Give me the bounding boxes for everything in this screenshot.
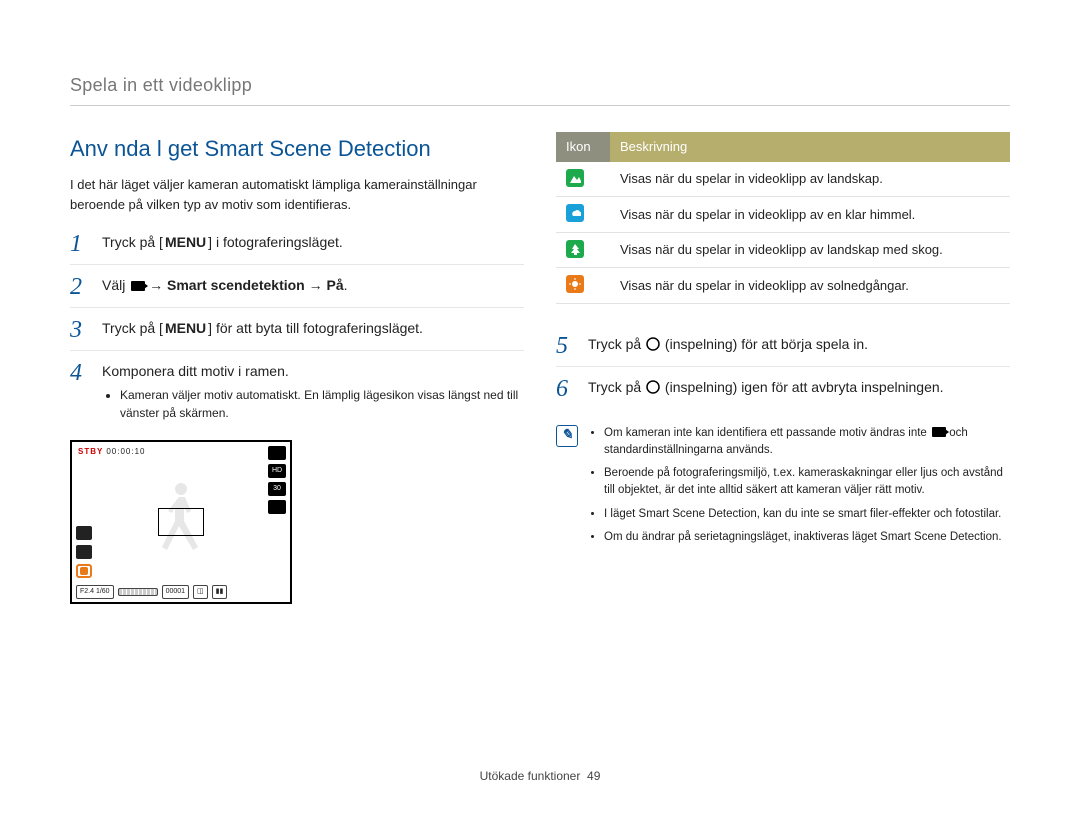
stabilizer-icon xyxy=(76,526,92,540)
intro-text: I det här läget väljer kameran automatis… xyxy=(70,175,524,214)
mic-icon xyxy=(76,545,92,559)
step-body: Komponera ditt motiv i ramen.Kameran väl… xyxy=(102,361,524,422)
page-title: Anv nda l get Smart Scene Detection xyxy=(70,132,524,165)
focus-box xyxy=(158,508,204,536)
step-body: Tryck på [MENU] för att byta till fotogr… xyxy=(102,318,524,339)
step-number: 1 xyxy=(70,232,92,256)
note-item: Om du ändrar på serietagningsläget, inak… xyxy=(604,529,1010,546)
preview-bottom-bar: F2.4 1/60 00001 ◫ ▮▮ xyxy=(76,585,286,600)
video-icon xyxy=(131,281,145,291)
step-body: Välj → Smart scendetektion → På. xyxy=(102,275,524,296)
step-body: Tryck på (inspelning) igen för att avbry… xyxy=(588,377,1010,398)
steps-list-right: 5 Tryck på (inspelning) för att börja sp… xyxy=(556,334,1010,409)
th-desc: Beskrivning xyxy=(610,132,1010,162)
steps-list-left: 1 Tryck på [MENU] i fotograferingsläget.… xyxy=(70,232,524,430)
step-number: 2 xyxy=(70,275,92,299)
scene-cloud-icon xyxy=(566,204,584,222)
left-column: Anv nda l get Smart Scene Detection I de… xyxy=(70,132,524,604)
table-desc: Visas när du spelar in videoklipp av en … xyxy=(610,197,1010,233)
record-button-icon xyxy=(645,336,661,352)
exposure-scale xyxy=(118,588,158,596)
table-desc: Visas när du spelar in videoklipp av lan… xyxy=(610,232,1010,268)
note-icon: ✎ xyxy=(556,425,578,447)
step-body: Tryck på (inspelning) för att börja spel… xyxy=(588,334,1010,355)
notes-block: ✎ Om kameran inte kan identifiera ett pa… xyxy=(556,425,1010,553)
note-item: Om kameran inte kan identifiera ett pass… xyxy=(604,425,1010,460)
camera-preview: STBY00:00:10 HD 30 F2.4 1/60 00001 ◫ xyxy=(70,440,292,604)
breadcrumb: Spela in ett videoklipp xyxy=(70,72,1010,106)
table-desc: Visas när du spelar in videoklipp av lan… xyxy=(610,162,1010,197)
counter-box: 00001 xyxy=(162,585,189,600)
video-icon xyxy=(932,427,946,437)
page-footer: Utökade funktioner 49 xyxy=(0,767,1080,785)
icon-description-table: Ikon Beskrivning Visas när du spelar in … xyxy=(556,132,1010,304)
stby-indicator: STBY00:00:10 xyxy=(78,446,145,458)
step-number: 3 xyxy=(70,318,92,342)
scene-sun-icon xyxy=(566,275,584,293)
table-desc: Visas när du spelar in videoklipp av sol… xyxy=(610,268,1010,304)
preview-mode-icon: HD xyxy=(268,464,286,478)
note-item: I läget Smart Scene Detection, kan du in… xyxy=(604,506,1010,523)
step-body: Tryck på [MENU] i fotograferingsläget. xyxy=(102,232,524,253)
preview-left-icons xyxy=(76,526,92,578)
note-item: Beroende på fotograferingsmiljö, t.ex. k… xyxy=(604,465,1010,500)
preview-mode-icon xyxy=(268,446,286,460)
th-icon: Ikon xyxy=(556,132,610,162)
step-number: 6 xyxy=(556,377,578,401)
card-icon: ◫ xyxy=(193,585,208,600)
step-number: 4 xyxy=(70,361,92,385)
scene-tree-icon xyxy=(566,240,584,258)
preview-mode-icon: 30 xyxy=(268,482,286,496)
scene-mode-icon xyxy=(76,564,92,578)
record-button-icon xyxy=(645,379,661,395)
step-number: 5 xyxy=(556,334,578,358)
preview-mode-icon xyxy=(268,500,286,514)
scene-mountain-icon xyxy=(566,169,584,187)
preview-right-icons: HD 30 xyxy=(268,446,286,514)
exposure-box: F2.4 1/60 xyxy=(76,585,114,600)
battery-icon: ▮▮ xyxy=(212,585,228,600)
right-column: Ikon Beskrivning Visas när du spelar in … xyxy=(556,132,1010,604)
